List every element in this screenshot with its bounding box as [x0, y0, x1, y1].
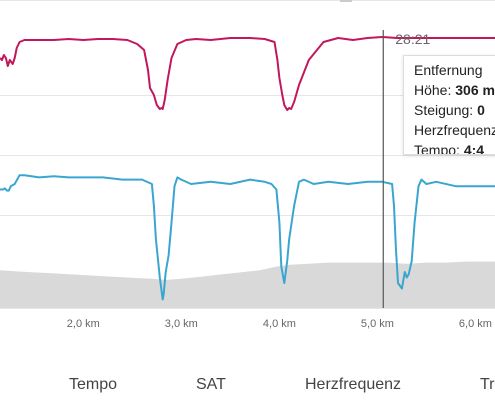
- tooltip-slope-value: 0: [477, 102, 485, 118]
- top-scroll-indicator: [340, 0, 352, 2]
- tooltip-height-row: Höhe: 306 m: [414, 80, 495, 100]
- x-tick-label: 6,0 km: [459, 318, 492, 330]
- tooltip-pace-label: Tempo:: [414, 142, 460, 155]
- tooltip-heartrate-row: Herzfrequenz: [414, 120, 495, 140]
- series-area-hoehe: [0, 261, 495, 308]
- tooltip-height-label: Höhe:: [414, 82, 452, 98]
- tooltip: Entfernung Höhe: 306 m Steigung: 0 Herzf…: [403, 55, 495, 155]
- tooltip-distance-row: Entfernung: [414, 60, 495, 80]
- legend-item-tempo[interactable]: Tempo: [69, 376, 118, 393]
- x-tick-label: 3,0 km: [165, 318, 198, 330]
- x-tick-label: 5,0 km: [361, 318, 394, 330]
- series-line-herzfrequenz: [0, 36, 495, 111]
- legend-item-sat[interactable]: SAT: [196, 376, 226, 393]
- x-tick-label: 4,0 km: [263, 318, 296, 330]
- x-axis-ticks: 2,0 km 3,0 km 4,0 km 5,0 km 6,0 km: [67, 318, 492, 330]
- elevation-area-group: [0, 261, 495, 308]
- tooltip-slope-label: Steigung:: [414, 102, 474, 118]
- legend-item-heartrate[interactable]: Herzfrequenz: [305, 376, 402, 393]
- legend-item-tr[interactable]: Tr: [480, 376, 495, 393]
- legend: Tempo SAT Herzfrequenz Tr: [0, 376, 495, 400]
- tooltip-heartrate-label: Herzfrequenz: [414, 122, 495, 138]
- series-line-tempo: [0, 174, 495, 301]
- tooltip-pace-value: 4:4: [463, 142, 485, 155]
- tooltip-pace-row: Tempo: 4:4: [414, 140, 495, 155]
- x-tick-label: 2,0 km: [67, 318, 100, 330]
- series-lines-group: [0, 36, 495, 301]
- cursor-time-label: 28:21: [395, 31, 430, 47]
- tooltip-distance-label: Entfernung: [414, 62, 483, 78]
- tooltip-height-value: 306 m: [455, 82, 495, 98]
- tooltip-slope-row: Steigung: 0: [414, 100, 495, 120]
